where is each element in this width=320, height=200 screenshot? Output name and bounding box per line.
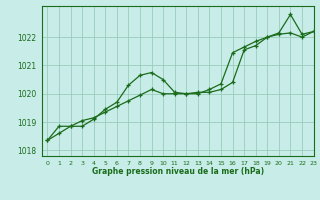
- X-axis label: Graphe pression niveau de la mer (hPa): Graphe pression niveau de la mer (hPa): [92, 167, 264, 176]
